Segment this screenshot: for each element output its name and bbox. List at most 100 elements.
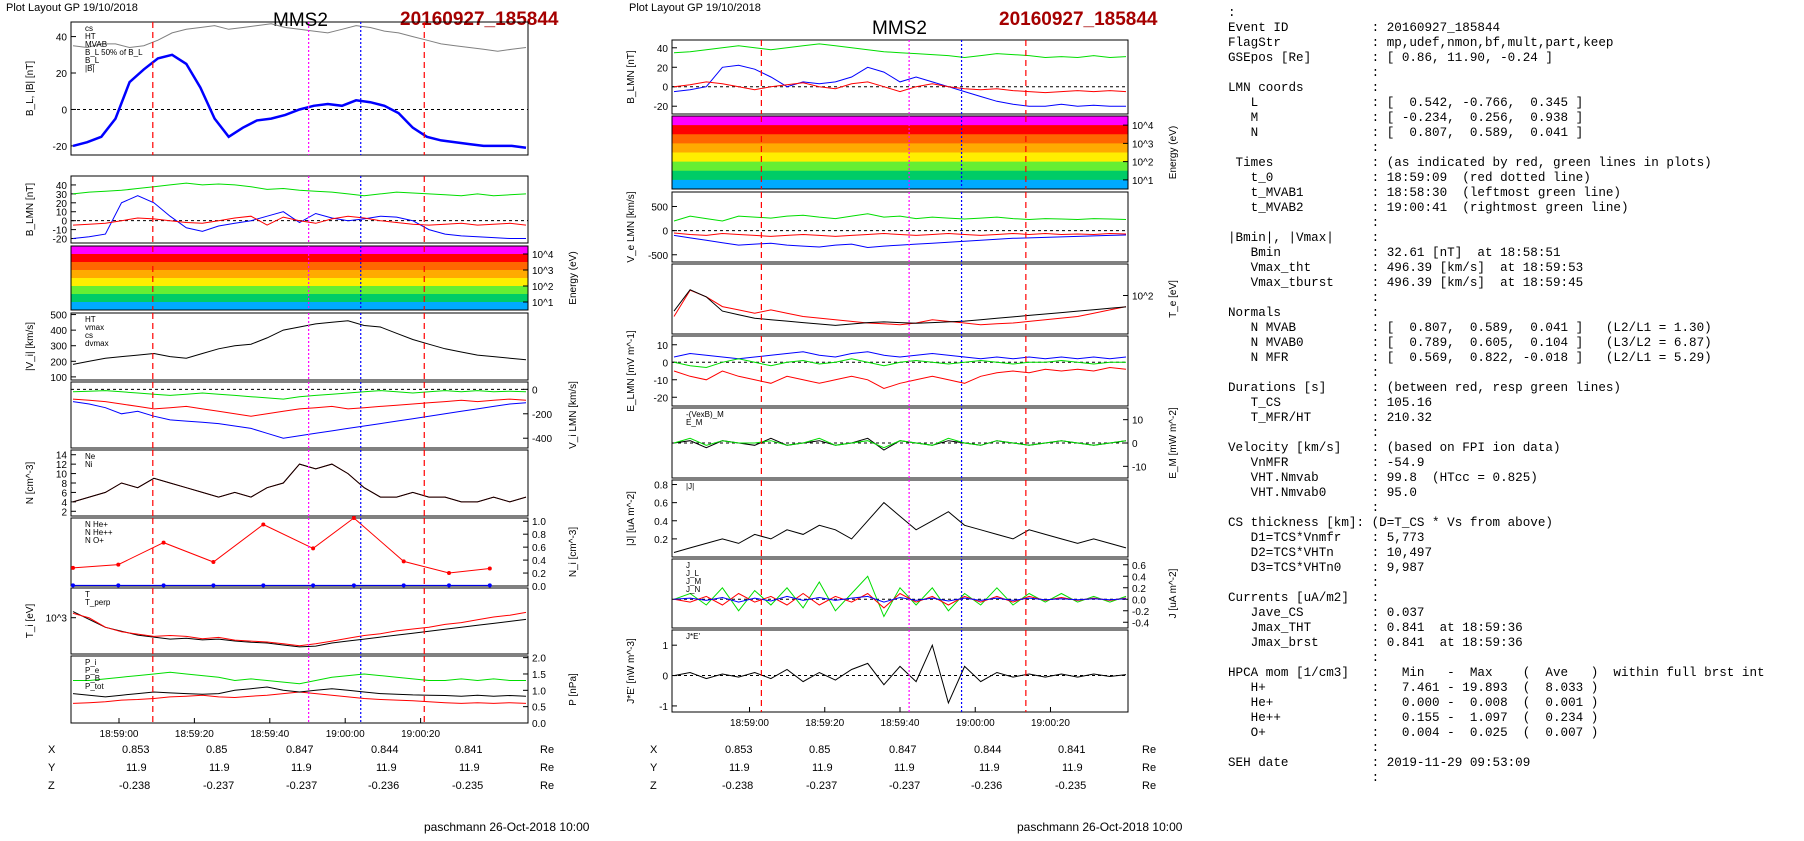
y-tick-label: 2 (61, 507, 67, 518)
summary-line: N MVAB0 : [ 0.789, 0.605, 0.104 ] (L3/L2… (1228, 336, 1712, 350)
legend-label: N He+ (85, 520, 108, 529)
left-coord-x-4: 0.844 (371, 744, 399, 756)
y-axis-label: V_i LMN [km/s] (568, 381, 579, 449)
spectrogram-band (71, 262, 528, 271)
plot-panel-R9 (671, 629, 1129, 713)
left-coord-z-3: -0.237 (286, 780, 318, 792)
x-tick-label: 18:59:40 (881, 718, 920, 729)
y-axis-label: B_LMN [nT] (626, 50, 637, 104)
y-axis-label: T_e [eV] (1168, 280, 1179, 318)
legend-label: Ne (85, 452, 96, 461)
left-coord-z-1: -0.238 (119, 780, 151, 792)
right-coord-z-1: -0.238 (722, 780, 754, 792)
series-t (72, 611, 527, 648)
y-tick-label: 1 (662, 641, 668, 652)
right-coord-unit-x: Re (1142, 744, 1157, 756)
data-point (401, 559, 406, 564)
summary-line: D3=TCS*VHTn0 : 9,987 (1228, 561, 1425, 575)
summary-line: t_MVAB1 : 18:58:30 (leftmost green line) (1228, 186, 1621, 200)
y-tick-label: 14 (56, 451, 68, 462)
y-axis-label: J [uA m^-2] (1168, 568, 1179, 618)
series-b-l (72, 53, 527, 149)
summary-line: LMN coords : (1228, 81, 1380, 95)
y-tick-label: -200 (532, 410, 552, 421)
summary-line: : (1228, 651, 1380, 665)
right-coord-x-4: 0.844 (974, 744, 1002, 756)
legend-label: J_M (686, 577, 701, 586)
data-point (487, 566, 492, 571)
right-coord-x-1: 0.853 (725, 744, 753, 756)
left-header: Plot Layout GP 19/10/2018 (6, 2, 138, 14)
left-coord-y-2: 11.9 (209, 762, 230, 774)
plot-panel-L4 (70, 312, 529, 381)
legend-label: B_L 50% of B_L (85, 48, 143, 57)
y-tick-label: 10^3 (46, 614, 68, 625)
plot-panel-L9 (70, 655, 529, 724)
plot-frame (671, 558, 1129, 629)
right-coord-x-5: 0.841 (1058, 744, 1086, 756)
left-coord-x-5: 0.841 (455, 744, 483, 756)
data-point (116, 583, 121, 588)
plot-frame (70, 21, 529, 156)
y-tick-label: -20 (53, 142, 68, 153)
legend-label: T (85, 590, 90, 599)
summary-line: Jave_CS : 0.037 (1228, 606, 1425, 620)
y-tick-label: 2.0 (532, 654, 546, 665)
plot-panel-L5 (70, 381, 529, 449)
right-coord-y-3: 11.9 (894, 762, 915, 774)
spectrogram-band (71, 294, 528, 303)
plot-frame (671, 335, 1129, 407)
summary-line: Normals : (1228, 306, 1380, 320)
series-v-l (673, 213, 1127, 222)
summary-line: Currents [uA/m2] : (1228, 591, 1380, 605)
y-tick-label: 40 (56, 33, 68, 44)
summary-line: : (1228, 501, 1380, 515)
right-coord-unit-z: Re (1142, 780, 1157, 792)
y-tick-label: 500 (50, 311, 67, 322)
series-t-par (673, 289, 1127, 326)
summary-line: t_MVAB2 : 19:00:41 (rightmost green line… (1228, 201, 1629, 215)
left-coord-unit-z: Re (540, 780, 555, 792)
series-b-m (673, 43, 1127, 59)
y-tick-label: 0.6 (1132, 561, 1146, 572)
y-tick-label: 0 (532, 385, 538, 396)
series-v-l (72, 390, 527, 400)
data-point (116, 562, 121, 567)
y-axis-label: Energy (eV) (1168, 126, 1179, 179)
left-coord-label-z: Z (48, 780, 55, 792)
right-coord-label-y: Y (650, 762, 658, 774)
y-tick-label: 400 (50, 326, 67, 337)
plot-frame (70, 517, 529, 587)
data-point (401, 583, 406, 588)
plot-frame (671, 479, 1129, 558)
right-coord-unit-y: Re (1142, 762, 1157, 774)
right-header: Plot Layout GP 19/10/2018 (629, 2, 761, 14)
legend-label: -(VexB)_M (686, 410, 724, 419)
y-tick-label: 200 (50, 357, 67, 368)
y-tick-label: 10^1 (1132, 176, 1154, 187)
y-axis-label: T_i [eV] (25, 604, 36, 639)
y-tick-label: 20 (56, 199, 68, 210)
plot-panel-L1 (70, 21, 529, 156)
x-tick-label: 18:59:40 (250, 729, 289, 740)
x-tick-label: 18:59:00 (730, 718, 769, 729)
y-tick-label: 10^4 (1132, 121, 1154, 132)
legend-label: dvmax (85, 339, 109, 348)
spectrogram-band (672, 116, 1128, 126)
y-axis-label: B_LMN [nT] (25, 183, 36, 237)
y-tick-label: 20 (657, 63, 669, 74)
data-point (447, 583, 451, 588)
series--v-i- (72, 320, 527, 365)
summary-line: D1=TCS*Vnmfr : 5,773 (1228, 531, 1425, 545)
summary-line: : (1228, 366, 1380, 380)
spectrogram-band (71, 270, 528, 279)
legend-label: B_L (85, 56, 100, 65)
y-tick-label: 0.0 (532, 582, 546, 593)
legend-label: J*E' (686, 632, 700, 641)
y-axis-label: J*E' [nW m^-3] (626, 638, 637, 704)
summary-line: D2=TCS*VHTn : 10,497 (1228, 546, 1433, 560)
summary-line: GSEpos [Re] : [ 0.86, 11.90, -0.24 ] (1228, 51, 1553, 65)
legend-label: MVAB (85, 40, 107, 49)
data-point (447, 571, 451, 575)
